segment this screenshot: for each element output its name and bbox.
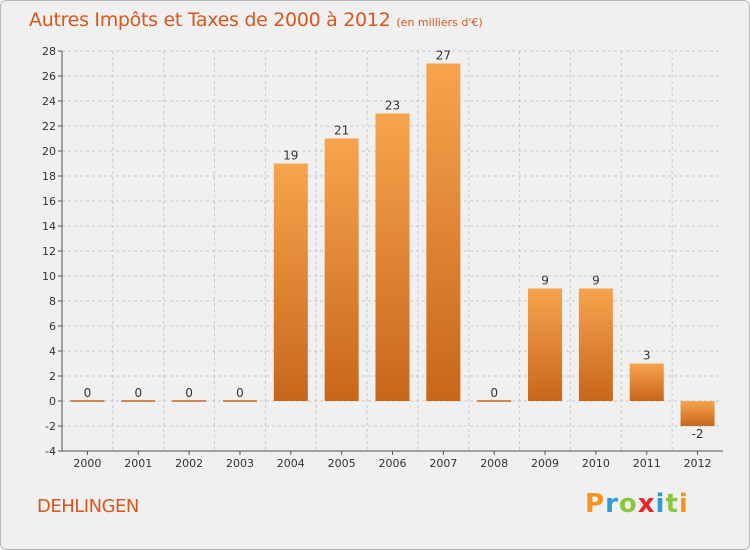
y-tick-label: -2 xyxy=(45,420,56,433)
y-tick-label: 14 xyxy=(42,220,56,233)
y-tick-label: 4 xyxy=(49,345,56,358)
data-label: -2 xyxy=(692,427,704,441)
x-tick-label: 2007 xyxy=(429,457,457,470)
data-label: 19 xyxy=(283,149,298,163)
data-label: 0 xyxy=(185,386,193,400)
data-label: 23 xyxy=(385,99,400,113)
data-label: 0 xyxy=(236,386,244,400)
bar xyxy=(680,401,715,426)
y-tick-label: 2 xyxy=(49,370,56,383)
bar xyxy=(629,363,664,401)
bar xyxy=(375,113,410,401)
y-tick-label: 26 xyxy=(42,70,56,83)
logo-letter: r xyxy=(605,489,619,519)
y-tick-label: 10 xyxy=(42,270,56,283)
logo-letter: P xyxy=(585,489,606,519)
logo-letter: t xyxy=(665,489,679,519)
y-tick-label: 12 xyxy=(42,245,56,258)
y-tick-label: 0 xyxy=(49,395,56,408)
x-tick-label: 2012 xyxy=(684,457,712,470)
bar xyxy=(426,63,461,401)
data-label: 9 xyxy=(541,274,549,288)
x-tick-label: 2006 xyxy=(379,457,407,470)
y-tick-label: 8 xyxy=(49,295,56,308)
x-tick-label: 2001 xyxy=(124,457,152,470)
x-tick-label: 2000 xyxy=(73,457,101,470)
y-tick-label: -4 xyxy=(45,445,56,458)
logo-letter: i xyxy=(678,489,689,519)
chart-title-text: Autres Impôts et Taxes de 2000 à 2012 xyxy=(29,9,391,31)
y-tick-label: 22 xyxy=(42,120,56,133)
proxiti-logo: Proxiti xyxy=(585,489,689,519)
logo-letter: o xyxy=(618,489,638,519)
data-label: 3 xyxy=(643,349,651,363)
place-name: DEHLINGEN xyxy=(37,496,139,517)
y-tick-label: 28 xyxy=(42,45,56,58)
data-label: 27 xyxy=(436,49,451,63)
x-tick-label: 2011 xyxy=(633,457,661,470)
x-tick-label: 2004 xyxy=(277,457,305,470)
logo-letter: i xyxy=(655,489,666,519)
bar xyxy=(324,138,359,401)
x-tick-label: 2008 xyxy=(480,457,508,470)
y-tick-label: 16 xyxy=(42,195,56,208)
x-tick-label: 2010 xyxy=(582,457,610,470)
data-label: 21 xyxy=(334,124,349,138)
data-label: 9 xyxy=(592,274,600,288)
y-tick-label: 18 xyxy=(42,170,56,183)
y-tick-label: 20 xyxy=(42,145,56,158)
data-label: 0 xyxy=(490,386,498,400)
chart-subtitle: (en milliers d'€) xyxy=(396,16,483,29)
bar xyxy=(273,163,308,401)
bar xyxy=(528,288,563,401)
data-label: 0 xyxy=(84,386,92,400)
y-tick-label: 24 xyxy=(42,95,56,108)
x-tick-label: 2003 xyxy=(226,457,254,470)
x-tick-label: 2002 xyxy=(175,457,203,470)
chart-title: Autres Impôts et Taxes de 2000 à 2012 (en… xyxy=(29,9,483,31)
x-tick-label: 2009 xyxy=(531,457,559,470)
bar xyxy=(578,288,613,401)
logo-letter: x xyxy=(637,489,656,519)
y-tick-label: 6 xyxy=(49,320,56,333)
data-label: 0 xyxy=(134,386,142,400)
x-tick-label: 2005 xyxy=(328,457,356,470)
